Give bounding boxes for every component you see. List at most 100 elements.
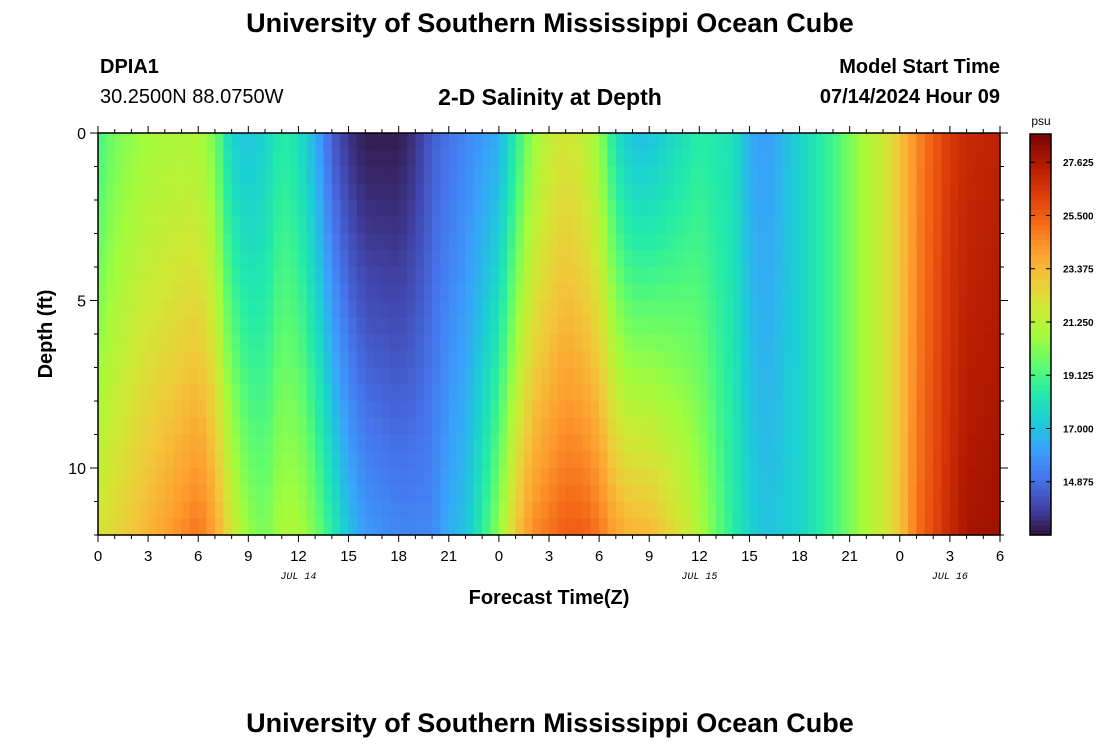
heatmap-cell [214, 367, 224, 385]
heatmap-cell [532, 401, 542, 419]
heatmap-cell [674, 250, 684, 268]
heatmap-cell [883, 216, 893, 235]
heatmap-cell [924, 133, 934, 151]
heatmap-cell [315, 250, 325, 268]
heatmap-cell [181, 367, 191, 385]
heatmap-cell [365, 166, 375, 184]
heatmap-cell [557, 501, 567, 519]
heatmap-cell [398, 149, 408, 168]
heatmap-cell [482, 434, 492, 452]
heatmap-cell [273, 367, 283, 385]
x-tick-label: 6 [595, 548, 603, 565]
heatmap-cell [281, 367, 291, 385]
heatmap-cell [507, 133, 517, 151]
heatmap-cell [782, 501, 792, 519]
heatmap-cell [398, 451, 408, 469]
heatmap-cell [381, 300, 391, 318]
heatmap-cell [949, 417, 959, 436]
heatmap-cell [799, 334, 809, 352]
heatmap-cell [574, 133, 584, 151]
heatmap-cell [381, 434, 391, 452]
heatmap-cell [290, 350, 300, 369]
heatmap-cell [189, 200, 199, 218]
heatmap-cell [156, 166, 166, 184]
heatmap-cell [774, 149, 784, 168]
heatmap-cell [799, 417, 809, 436]
heatmap-cell [248, 149, 258, 168]
heatmap-cell [98, 216, 107, 235]
heatmap-cell [131, 166, 141, 184]
heatmap-cell [390, 451, 400, 469]
heatmap-cell [883, 334, 893, 352]
heatmap-cell [599, 200, 609, 218]
heatmap-cell [415, 384, 425, 402]
heatmap-cell [632, 317, 642, 335]
heatmap-cell [164, 133, 174, 151]
heatmap-cell [131, 250, 141, 268]
heatmap-cell [540, 434, 550, 452]
heatmap-cell [632, 166, 642, 184]
heatmap-cell [189, 401, 199, 419]
heatmap-cell [381, 166, 391, 184]
heatmap-cell [574, 233, 584, 251]
heatmap-cell [248, 367, 258, 385]
heatmap-cell [858, 417, 867, 436]
heatmap-cell [173, 468, 183, 486]
heatmap-cell [423, 283, 433, 302]
heatmap-cell [131, 350, 141, 369]
heatmap-cell [624, 317, 634, 335]
heatmap-cell [407, 451, 416, 469]
heatmap-cell [348, 300, 358, 318]
heatmap-cell [716, 384, 725, 402]
heatmap-cell [423, 267, 433, 285]
heatmap-cell [766, 350, 776, 369]
heatmap-cell [832, 317, 842, 335]
heatmap-cell [457, 501, 467, 519]
heatmap-cell [916, 317, 926, 335]
heatmap-cell [239, 183, 249, 201]
heatmap-cell [741, 367, 751, 385]
heatmap-cell [390, 283, 400, 302]
heatmap-cell [958, 501, 968, 519]
heatmap-cell [908, 317, 918, 335]
heatmap-cell [523, 317, 533, 335]
heatmap-cell [473, 283, 483, 302]
heatmap-cell [331, 200, 341, 218]
heatmap-cell [574, 367, 584, 385]
page-title: University of Southern Mississippi Ocean… [246, 8, 854, 38]
heatmap-cell [933, 283, 943, 302]
heatmap-cell [908, 334, 918, 352]
heatmap-cell [607, 233, 617, 251]
heatmap-cell [799, 317, 809, 335]
heatmap-cell [482, 317, 492, 335]
heatmap-cell [908, 283, 918, 302]
heatmap-cell [373, 283, 383, 302]
heatmap-cell [891, 384, 901, 402]
heatmap-cell [415, 133, 425, 151]
heatmap-cell [816, 267, 826, 285]
heatmap-cell [640, 334, 650, 352]
heatmap-cell [724, 233, 734, 251]
heatmap-cell [924, 350, 934, 369]
colorbar-tick-label: 27.625 [1063, 158, 1094, 169]
colorbar-segment [1030, 299, 1051, 306]
heatmap-cell [665, 350, 675, 369]
heatmap-cell [615, 166, 625, 184]
heatmap-cell [173, 484, 183, 503]
heatmap-cell [966, 216, 976, 235]
heatmap-cell [983, 283, 993, 302]
heatmap-cell [916, 300, 926, 318]
colorbar-segment [1030, 219, 1051, 225]
heatmap-cell [590, 501, 600, 519]
heatmap-cell [106, 401, 116, 419]
heatmap-cell [916, 367, 926, 385]
heatmap-cell [549, 166, 558, 184]
heatmap-cell [724, 367, 734, 385]
heatmap-cell [799, 267, 809, 285]
heatmap-cell [415, 250, 425, 268]
heatmap-cell [265, 183, 274, 201]
heatmap-cell [515, 200, 525, 218]
heatmap-cell [649, 367, 659, 385]
heatmap-cell [231, 166, 241, 184]
heatmap-cell [849, 484, 859, 503]
